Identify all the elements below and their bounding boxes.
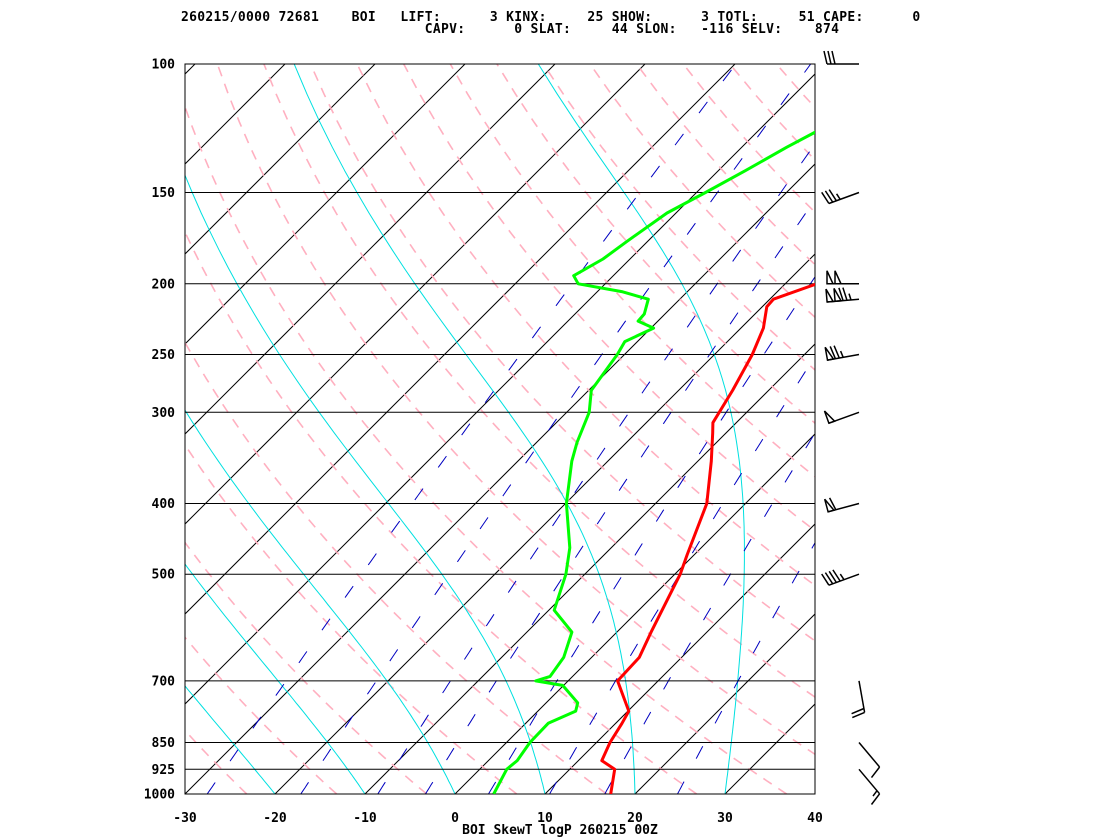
isotherm-line bbox=[544, 523, 815, 794]
dry-adiabat-line bbox=[402, 64, 815, 532]
isotherm-line bbox=[364, 343, 815, 794]
temperature-tick-label: 30 bbox=[717, 811, 733, 826]
wind-barb bbox=[858, 742, 881, 779]
temperature-tick-label: 20 bbox=[627, 811, 643, 826]
wind-barb bbox=[821, 569, 860, 586]
temperature-tick-label: 40 bbox=[807, 811, 823, 826]
sounding-header-line1: 260215/0000 72681 BOI LIFT: 3 KINX: 25 S… bbox=[181, 10, 921, 25]
isotherm-line bbox=[185, 64, 466, 345]
dry-adiabat-line bbox=[635, 64, 815, 266]
pressure-tick-label: 200 bbox=[152, 277, 176, 292]
dry-adiabat-line bbox=[775, 64, 815, 109]
isotherm-line bbox=[454, 433, 815, 794]
isotherm-line bbox=[185, 64, 376, 255]
pressure-tick-label: 250 bbox=[152, 348, 176, 363]
dry-adiabat-line bbox=[963, 64, 1120, 794]
pressure-tick-label: 100 bbox=[152, 58, 176, 73]
mixing-ratio-line bbox=[206, 64, 737, 794]
dry-adiabat-line bbox=[870, 64, 1120, 794]
wind-barb bbox=[823, 410, 860, 425]
temperature-tick-label: -20 bbox=[263, 811, 287, 826]
pressure-tick-label: 300 bbox=[152, 406, 176, 421]
pressure-tick-label: 700 bbox=[152, 674, 176, 689]
isotherm-line bbox=[274, 253, 815, 794]
dry-adiabat-line bbox=[216, 64, 815, 756]
dry-adiabat-line bbox=[589, 64, 815, 319]
isotherm-line bbox=[814, 793, 815, 794]
plot-frame bbox=[184, 63, 816, 795]
dry-adiabat-line bbox=[823, 64, 1120, 794]
wind-barbs bbox=[821, 50, 881, 805]
dry-adiabat-line bbox=[1009, 64, 1120, 794]
sounding-header-line2: CAPV: 0 SLAT: 44 SLON: -116 SELV: 874 bbox=[181, 22, 840, 37]
wind-barb bbox=[824, 345, 860, 361]
isotherm-line bbox=[0, 64, 105, 794]
temperature-tick-label: 0 bbox=[451, 811, 459, 826]
wind-barb bbox=[823, 50, 859, 65]
dry-adiabat-line bbox=[542, 64, 815, 371]
wind-barb bbox=[826, 270, 859, 285]
moist-adiabat-line bbox=[185, 409, 456, 794]
profile-lines bbox=[492, 130, 815, 794]
temperature-tick-label: 10 bbox=[537, 811, 553, 826]
isotherm-line bbox=[185, 73, 815, 705]
isotherm-line bbox=[185, 64, 736, 615]
pressure-tick-label: 150 bbox=[152, 186, 176, 201]
wind-barb bbox=[821, 189, 860, 205]
wind-barb bbox=[825, 287, 860, 303]
mixing-ratio-line bbox=[604, 432, 815, 794]
pressure-tick-label: 850 bbox=[152, 736, 176, 751]
pressure-tick-label: 400 bbox=[152, 497, 176, 512]
profile-line bbox=[492, 130, 815, 794]
isotherm-line bbox=[724, 703, 815, 794]
dry-adiabat-line bbox=[1056, 64, 1120, 794]
dry-adiabat-line bbox=[496, 64, 815, 425]
moist-adiabat-line bbox=[814, 791, 815, 794]
dry-adiabat-line bbox=[185, 729, 248, 794]
dry-adiabat-line bbox=[916, 64, 1120, 794]
wind-barb bbox=[858, 768, 881, 805]
dry-adiabat-line bbox=[682, 64, 815, 214]
isotherm-line bbox=[634, 613, 815, 794]
chart-title: BOI SkewT logP 260215 00Z bbox=[462, 823, 658, 838]
dry-adiabat-line bbox=[0, 64, 157, 794]
moist-adiabat-line bbox=[185, 685, 276, 794]
pressure-tick-label: 1000 bbox=[144, 788, 175, 803]
wind-barb bbox=[823, 497, 860, 513]
dry-adiabat-line bbox=[185, 341, 608, 794]
isotherm-line bbox=[185, 64, 556, 435]
isotherm-line bbox=[185, 64, 646, 525]
moist-adiabat-line bbox=[185, 563, 366, 794]
dry-adiabat-line bbox=[185, 443, 518, 794]
temperature-tick-label: -10 bbox=[353, 811, 377, 826]
temperature-tick-label: -30 bbox=[173, 811, 197, 826]
pressure-tick-label: 925 bbox=[152, 763, 175, 778]
moist-adiabat-line bbox=[0, 64, 95, 794]
dry-adiabat-line bbox=[729, 64, 815, 162]
isotherm-line bbox=[185, 64, 286, 165]
pressure-tick-label: 500 bbox=[152, 568, 176, 583]
dry-adiabat-line bbox=[309, 64, 815, 642]
profile-line bbox=[600, 282, 815, 794]
dry-adiabat-line bbox=[185, 541, 428, 794]
wind-barb bbox=[851, 680, 866, 719]
